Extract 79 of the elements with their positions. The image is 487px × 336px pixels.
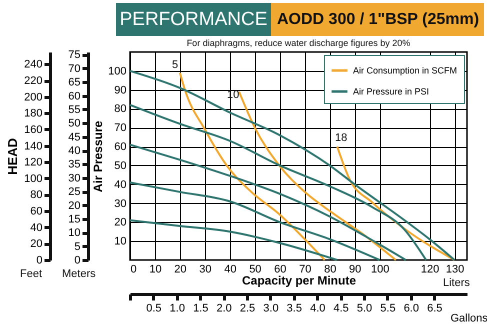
y3-tick-label: 0 [36, 254, 42, 266]
y2-tick-label: 5 [74, 240, 80, 253]
y3-tick-label: 240 [24, 58, 42, 71]
x-tick-label: 90 [349, 264, 362, 276]
y-tick-label: 100 [108, 65, 126, 78]
y2-tick-label: 35 [68, 158, 80, 171]
y2-tick-label: 10 [68, 227, 80, 240]
y-tick-label: 10 [114, 236, 126, 248]
y2-tick-label: 40 [68, 145, 80, 158]
y3-tick-label: 160 [24, 124, 42, 136]
chart-title: PERFORMANCE [116, 3, 271, 36]
y-tick-label: 20 [114, 216, 126, 229]
x2-tick-label: 6.0 [404, 302, 419, 314]
x2-tick-label: 2.5 [240, 302, 256, 314]
y-tick-label: 50 [114, 160, 126, 172]
y2-tick-label: 45 [68, 131, 80, 144]
x-tick-label: 120 [420, 264, 440, 276]
y2-tick-label: 60 [68, 90, 80, 102]
y2-tick-label: 70 [68, 62, 80, 75]
x-tick-label: 50 [249, 264, 262, 276]
y3-tick-label: 200 [24, 91, 42, 104]
y2-tick-label: 0 [74, 254, 80, 266]
y3-axis-title: HEAD [5, 138, 20, 175]
y3-tick-label: 40 [30, 222, 42, 234]
x-tick-label: 10 [149, 264, 162, 276]
x2-tick-label: 4.5 [333, 302, 349, 314]
text: Meters [62, 268, 96, 280]
x-tick-label: 0 [130, 264, 137, 276]
text: For diaphragms, reduce water discharge figures by 20% [186, 38, 412, 48]
legend-label: Air Consumption in SCFM [353, 66, 458, 76]
text: Liters [443, 277, 470, 289]
x-tick-label: 130 [446, 264, 464, 276]
y3-tick-label: 20 [30, 238, 42, 250]
x-tick-label: 60 [274, 264, 286, 276]
x2-tick-label: 5.5 [380, 302, 396, 314]
x-axis-title: Capacity per Minute [242, 274, 356, 288]
annotation: 18 [335, 132, 348, 144]
y-tick-label: 80 [114, 103, 126, 116]
legend-label: Air Pressure in PSI [353, 86, 430, 96]
x2-tick-label: 3.5 [286, 302, 302, 314]
y2-tick-label: 75 [68, 49, 80, 62]
x2-tick-label: 6.5 [427, 302, 442, 314]
y2-tick-label: 55 [68, 104, 80, 116]
y3-tick-label: 120 [24, 156, 42, 169]
y2-tick-label: 20 [68, 200, 80, 212]
y2-tick-label: 25 [68, 186, 80, 198]
x2-axis-title: Gallons [450, 312, 487, 324]
y2-tick-label: 65 [68, 76, 80, 89]
x-tick-label: 100 [370, 264, 390, 276]
chart-subtitle: AODD 300 / 1"BSP (25mm) [271, 3, 484, 36]
y2-tick-label: 15 [68, 213, 80, 226]
y2-tick-label: 50 [68, 118, 80, 130]
x2-tick-label: 1.0 [170, 302, 185, 314]
x2-tick-label: 3.0 [263, 302, 279, 314]
y-tick-label: 60 [114, 141, 126, 154]
x2-tick-label: 5.0 [356, 302, 372, 314]
x-tick-label: 20 [174, 264, 187, 276]
x2-tick-label: 4.0 [310, 302, 326, 314]
x-tick-label: 30 [199, 264, 212, 276]
y-axis-title: Air Pressure [91, 120, 106, 192]
y-tick-label: 90 [114, 84, 126, 96]
y3-tick-label: 180 [24, 108, 42, 120]
x2-tick-label: 0.5 [146, 302, 162, 314]
annotation: 5 [172, 59, 178, 71]
x-tick-label: 40 [224, 264, 236, 276]
y-tick-label: 30 [114, 198, 126, 210]
y2-tick-label: 30 [68, 172, 80, 184]
y3-tick-label: 60 [30, 206, 42, 218]
x-tick-label: 80 [324, 264, 336, 276]
y3-tick-label: 220 [24, 75, 42, 88]
y3-tick-label: 140 [24, 140, 42, 152]
y3-tick-label: 80 [30, 189, 42, 202]
y-tick-label: 70 [114, 122, 126, 134]
y-tick-label: 40 [114, 178, 126, 191]
y3-tick-label: 100 [24, 172, 42, 185]
x2-tick-label: 2.0 [216, 302, 232, 314]
x2-tick-label: 1.5 [193, 302, 208, 314]
x-tick-label: 70 [299, 264, 312, 276]
text: Feet [20, 268, 42, 280]
